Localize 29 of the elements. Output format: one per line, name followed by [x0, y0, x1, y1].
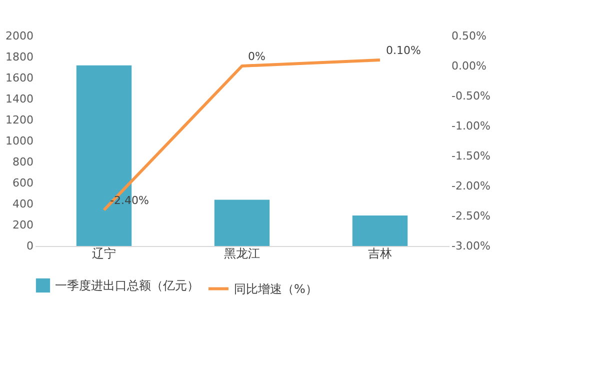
data-label: 0.10% [386, 44, 421, 57]
y-tick-label: 1000 [6, 134, 34, 148]
x-tick-label: 辽宁 [92, 246, 116, 260]
y2-tick-label: -1.50% [452, 150, 490, 162]
x-tick-label: 吉林 [368, 246, 392, 260]
y-tick-label: 400 [12, 198, 34, 210]
y-tick-label: 1400 [6, 92, 34, 106]
y2-tick-label: -1.00% [452, 120, 490, 132]
legend-label: 同比增速（%） [234, 282, 318, 296]
y2-tick-label: -0.50% [452, 90, 490, 102]
data-label: -2.40% [110, 194, 149, 207]
data-label: 0% [248, 50, 266, 63]
y-tick-label: 2000 [6, 30, 34, 42]
y2-tick-label: -2.50% [452, 210, 490, 222]
bar [352, 216, 408, 246]
bar [214, 200, 270, 246]
legend-label: 一季度进出口总额（亿元） [55, 278, 199, 292]
y-tick-label: 800 [12, 156, 34, 168]
y-tick-label: 1200 [6, 114, 34, 126]
y-tick-label: 0 [26, 240, 34, 252]
y2-tick-label: 0.00% [452, 60, 486, 72]
y-tick-label: 200 [12, 218, 34, 232]
y2-tick-label: -3.00% [452, 240, 490, 252]
y2-tick-label: -2.00% [452, 180, 490, 192]
x-tick-label: 黑龙江 [224, 246, 260, 260]
y-tick-label: 600 [12, 176, 34, 190]
y-tick-label: 1800 [6, 50, 34, 64]
y2-tick-label: 0.50% [452, 30, 486, 42]
y-tick-label: 1600 [6, 72, 34, 84]
